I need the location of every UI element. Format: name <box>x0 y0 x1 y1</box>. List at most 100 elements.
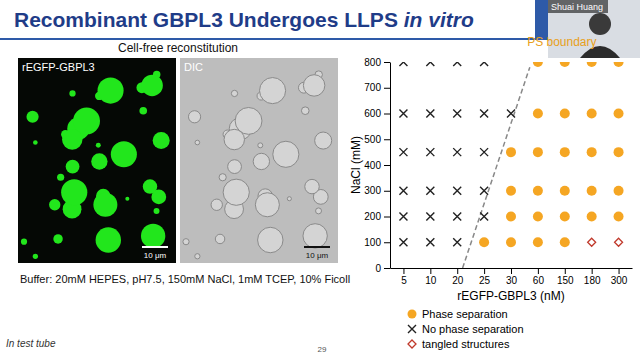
y-tick: 700 <box>364 82 390 93</box>
x-tick-label: 20 <box>452 275 464 286</box>
y-tick-mark <box>384 242 390 243</box>
chart: 0100200300400500600700800510202530601501… <box>349 35 633 350</box>
legend-symbol <box>408 325 416 333</box>
y-tick: 300 <box>364 185 390 196</box>
y-tick-label: 300 <box>364 185 381 196</box>
y-tick: 600 <box>364 108 390 119</box>
droplet <box>33 140 38 145</box>
y-tick-mark <box>384 88 390 89</box>
point <box>453 62 461 66</box>
y-tick-mark <box>384 114 390 115</box>
y-tick: 500 <box>364 134 390 145</box>
point <box>587 62 597 67</box>
point <box>506 237 516 247</box>
droplet <box>211 199 222 210</box>
point <box>480 148 488 156</box>
droplet <box>228 160 242 174</box>
series <box>479 62 623 247</box>
point <box>480 110 488 118</box>
point <box>560 212 570 222</box>
point <box>560 237 570 247</box>
y-tick-mark <box>384 217 390 218</box>
y-tick-label: 0 <box>375 263 381 274</box>
x-tick-mark <box>457 268 458 274</box>
legend-label: Phase separation <box>422 308 508 320</box>
droplet <box>183 239 189 245</box>
point <box>426 187 434 195</box>
x-tick-mark <box>403 268 404 274</box>
legend-label: No phase separation <box>422 323 524 335</box>
x-tick: 180 <box>584 268 601 286</box>
legend-symbol <box>408 340 416 348</box>
y-tick-mark <box>384 139 390 140</box>
y-tick-label: 200 <box>364 211 381 222</box>
point <box>426 110 434 118</box>
y-tick-mark <box>384 62 390 63</box>
droplet <box>253 153 269 169</box>
x-tick-label: 5 <box>401 275 407 286</box>
point <box>399 110 407 118</box>
point <box>453 148 461 156</box>
y-tick-mark <box>384 268 390 269</box>
point <box>426 238 434 246</box>
droplet <box>315 132 332 149</box>
y-tick: 800 <box>364 57 390 68</box>
y-tick: 400 <box>364 160 390 171</box>
image-panel: rEGFP-GBPL3 10 μm <box>18 58 176 263</box>
droplet <box>154 208 160 214</box>
droplet <box>61 179 87 205</box>
droplet <box>223 179 249 205</box>
droplet <box>96 227 121 252</box>
droplet <box>57 174 64 181</box>
x-tick-label: 25 <box>479 275 491 286</box>
buffer-text: Buffer: 20mM HEPES, pH7.5, 150mM NaCl, 1… <box>20 273 350 285</box>
point <box>399 238 407 246</box>
droplet <box>139 107 147 115</box>
droplet <box>49 199 60 210</box>
x-axis-title: rEGFP-GBPL3 (nM) <box>457 289 564 303</box>
y-tick: 0 <box>375 263 390 274</box>
x-tick: 150 <box>557 268 574 286</box>
x-tick: 20 <box>452 268 464 286</box>
droplet <box>224 129 244 149</box>
point <box>426 62 434 66</box>
y-tick-label: 500 <box>364 134 381 145</box>
x-tick: 10 <box>425 268 437 286</box>
droplet <box>316 208 322 214</box>
scale-bar-label: 10 μm <box>144 251 167 260</box>
droplet <box>195 254 200 259</box>
point <box>399 187 407 195</box>
point <box>614 147 624 157</box>
droplet <box>303 75 324 96</box>
droplet <box>303 224 327 248</box>
x-tick-label: 180 <box>584 275 601 286</box>
point <box>615 238 623 246</box>
droplet <box>66 160 80 174</box>
point <box>399 62 407 66</box>
y-tick-mark <box>384 165 390 166</box>
panel-label: rEGFP-GBPL3 <box>22 61 95 73</box>
droplet <box>215 234 224 243</box>
x-tick: 60 <box>533 268 545 286</box>
series <box>588 238 623 246</box>
x-tick: 25 <box>479 268 491 286</box>
droplet <box>153 132 170 149</box>
x-axis: 51020253060150180300 <box>391 268 633 286</box>
point <box>614 186 624 196</box>
scale-bar <box>304 246 330 248</box>
point <box>426 148 434 156</box>
point <box>507 110 515 118</box>
droplet <box>141 224 165 248</box>
point <box>587 109 597 119</box>
droplet <box>143 179 157 193</box>
y-axis-title: NaCl (mM) <box>349 136 363 194</box>
y-tick-label: 800 <box>364 57 381 68</box>
image-panel: DIC10 μm <box>180 58 338 263</box>
webcam-label-bg <box>548 0 608 13</box>
legend-item: Phase separation <box>408 308 508 320</box>
point <box>614 62 624 67</box>
droplet <box>141 75 162 96</box>
x-tick-label: 60 <box>533 275 545 286</box>
droplet <box>111 141 137 167</box>
droplet <box>260 78 286 104</box>
